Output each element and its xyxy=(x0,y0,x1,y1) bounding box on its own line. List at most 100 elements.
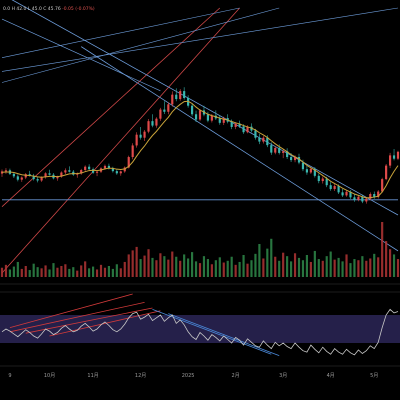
volume-bar xyxy=(44,265,47,277)
volume-bar xyxy=(190,252,194,277)
volume-bar xyxy=(179,260,182,277)
candle xyxy=(262,136,265,144)
volume-bar xyxy=(381,222,384,277)
volume-bar xyxy=(80,265,83,277)
candle-body xyxy=(76,173,79,175)
candle xyxy=(24,173,27,180)
candle xyxy=(95,170,99,177)
volume-bar xyxy=(84,261,87,277)
candle xyxy=(321,176,324,184)
volume-bar xyxy=(325,256,328,277)
candle xyxy=(369,192,372,201)
volume-bar xyxy=(76,270,79,277)
volume-bar xyxy=(127,254,130,277)
oscillator-line xyxy=(1,308,399,356)
candle-body xyxy=(349,191,352,198)
volume-bar xyxy=(48,269,51,277)
candle xyxy=(198,109,202,122)
candle-body xyxy=(337,186,340,193)
candle-body xyxy=(321,178,324,182)
candle-body xyxy=(293,157,297,161)
x-tick-label: 3月 xyxy=(279,373,287,379)
candle-body xyxy=(56,176,59,179)
candle-body xyxy=(218,118,221,123)
candle-body xyxy=(333,186,336,190)
volume-bar xyxy=(194,261,198,277)
volume-bar xyxy=(12,266,15,277)
candle-body xyxy=(246,126,249,133)
volume-bar xyxy=(91,266,95,277)
volume-bar xyxy=(321,260,324,277)
candle-body xyxy=(357,196,360,200)
volume-bar xyxy=(40,268,43,277)
candle-body xyxy=(198,110,202,120)
osc-trend-down-2 xyxy=(168,313,280,356)
volume-bar xyxy=(56,267,59,277)
volume-bar xyxy=(32,263,35,277)
candle-body xyxy=(369,194,372,199)
volume-bar xyxy=(163,256,166,277)
candle-body xyxy=(329,185,332,190)
volume-bar xyxy=(242,255,245,277)
candle-body xyxy=(84,166,87,171)
candle-body xyxy=(155,118,158,126)
volume-bar xyxy=(396,259,400,277)
candle-body xyxy=(151,121,154,126)
candle-body xyxy=(40,176,43,181)
x-tick-label: 12月 xyxy=(135,373,146,379)
candle-body xyxy=(107,165,111,169)
volume-bar xyxy=(365,260,368,277)
candle xyxy=(313,167,316,178)
candle-body xyxy=(131,145,134,158)
candle-body xyxy=(325,178,328,186)
candle xyxy=(139,126,142,140)
candle-body xyxy=(365,198,368,202)
volume-bar xyxy=(214,260,217,277)
volume-bar xyxy=(377,257,380,277)
volume-bar xyxy=(262,258,265,277)
price-change: -0.05 (-0.07%) xyxy=(62,7,95,12)
candle-body xyxy=(143,131,146,138)
candle-body xyxy=(127,157,130,168)
candle xyxy=(392,149,396,161)
trend-line-up-2 xyxy=(1,7,221,208)
candle xyxy=(234,122,237,130)
volume-bar xyxy=(68,268,71,277)
volume-bar xyxy=(183,254,186,277)
candle xyxy=(222,116,225,126)
candle xyxy=(282,149,285,159)
candle xyxy=(80,168,83,175)
candle-body xyxy=(115,171,118,174)
candle xyxy=(32,173,35,181)
volume-bar xyxy=(135,246,138,277)
volume-bar xyxy=(254,253,257,277)
volume-bar xyxy=(64,264,67,277)
channel-lower-line xyxy=(80,46,399,252)
x-tick-label: 11月 xyxy=(87,373,98,379)
candle xyxy=(309,167,312,174)
candle-body xyxy=(278,147,281,153)
volume-bar xyxy=(286,256,289,277)
candle-body xyxy=(36,179,39,181)
candle xyxy=(218,115,221,125)
candle xyxy=(305,165,309,175)
channel-upper-line xyxy=(11,0,399,216)
candle-body xyxy=(0,171,4,174)
candle-body xyxy=(60,172,63,177)
volume-bar xyxy=(0,267,4,277)
volume-bar xyxy=(270,238,273,277)
candle-body xyxy=(20,177,23,180)
x-tick-label: 4月 xyxy=(327,373,335,379)
volume-bar xyxy=(238,261,241,277)
volume-bar xyxy=(278,260,281,277)
volume-bar xyxy=(139,259,142,277)
candle xyxy=(68,166,71,173)
volume-bar xyxy=(388,249,392,277)
candle xyxy=(254,128,257,140)
osc-trend-up-1 xyxy=(9,293,133,328)
volume-bar xyxy=(131,250,134,277)
volume-bar xyxy=(373,253,376,277)
volume-bar xyxy=(155,260,158,277)
